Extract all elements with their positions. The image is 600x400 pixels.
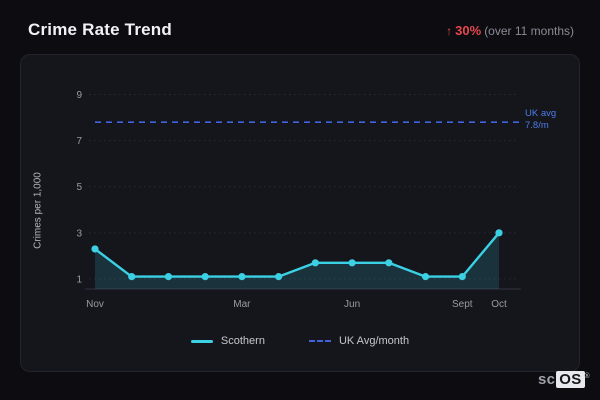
data-point[interactable] — [238, 273, 246, 281]
data-point[interactable] — [458, 273, 466, 281]
data-point[interactable] — [311, 259, 319, 267]
data-point[interactable] — [495, 229, 503, 237]
data-point[interactable] — [201, 273, 209, 281]
page-title: Crime Rate Trend — [28, 20, 172, 39]
uk-avg-label: 7.8/m — [525, 120, 549, 131]
trend-value: 30% — [455, 22, 482, 38]
data-point[interactable] — [128, 273, 136, 281]
y-tick-label: 7 — [76, 136, 82, 147]
y-tick-label: 5 — [76, 182, 82, 193]
logo-box: OS — [556, 371, 585, 388]
data-point[interactable] — [164, 273, 173, 281]
chart-legend: Scothern UK Avg/month — [21, 335, 579, 347]
y-tick-label: 3 — [76, 228, 82, 239]
x-tick-label: Nov — [86, 299, 104, 310]
x-tick-label: Oct — [491, 299, 507, 310]
crime-trend-line — [93, 231, 501, 278]
legend-item-uk-avg[interactable]: UK Avg/month — [308, 335, 410, 347]
solid-line-swatch — [190, 339, 213, 343]
legend-label-uk-avg: UK Avg/month — [338, 335, 410, 347]
data-point[interactable] — [275, 273, 283, 281]
trend-context: (over 11 months) — [484, 23, 574, 38]
data-point[interactable] — [421, 273, 430, 281]
y-tick-label: 1 — [76, 274, 82, 285]
scos-logo: sc OS ® — [538, 371, 590, 388]
logo-registered-mark: ® — [584, 373, 590, 380]
x-tick-label: Sept — [452, 299, 473, 310]
legend-item-scothern[interactable]: Scothern — [190, 335, 265, 347]
data-point[interactable] — [348, 259, 356, 267]
dashed-line-swatch — [308, 340, 331, 342]
data-point[interactable] — [385, 259, 393, 267]
legend-label-scothern: Scothern — [220, 335, 265, 347]
page-header: Crime Rate Trend ↑ 30% (over 11 months) — [0, 0, 600, 50]
chart-card: Crimes per 1,000 1 3 5 7 9 Nov Mar Jun Sept Oct UK… — [20, 54, 580, 372]
x-tick-label: Jun — [344, 299, 360, 310]
data-point[interactable] — [91, 245, 99, 253]
logo-prefix: sc — [537, 371, 556, 388]
uk-avg-label: UK avg — [525, 108, 556, 119]
y-axis-title: Crimes per 1,000 — [32, 172, 44, 249]
y-tick-label: 9 — [76, 90, 82, 101]
x-tick-label: Mar — [233, 299, 251, 310]
crime-area-fill — [95, 232, 499, 289]
up-arrow-icon: ↑ — [446, 23, 453, 38]
trend-stat: ↑ 30% (over 11 months) — [446, 23, 574, 38]
